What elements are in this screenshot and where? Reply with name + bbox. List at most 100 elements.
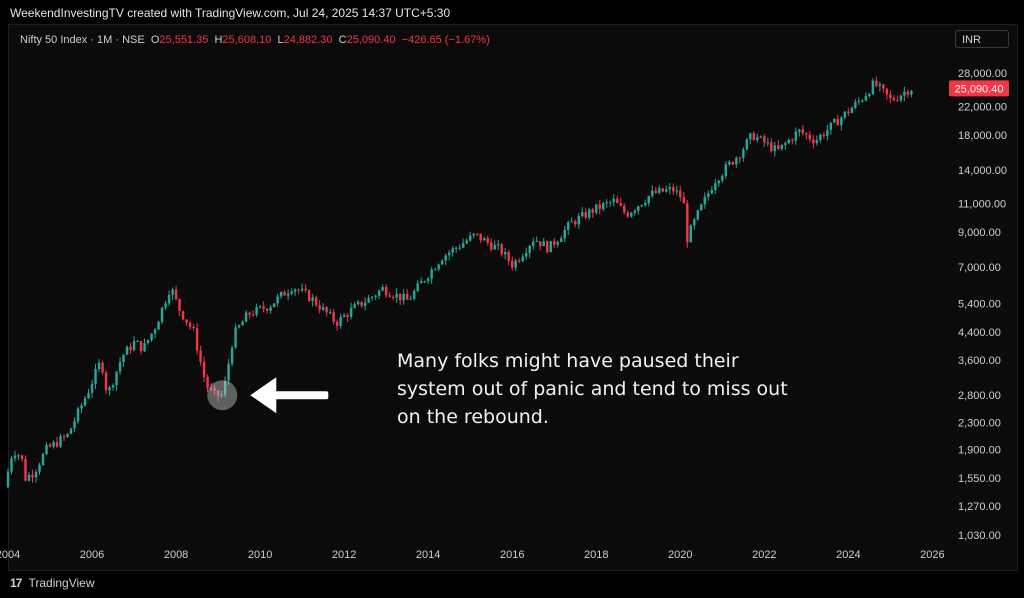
tradingview-footer[interactable]: 17 TradingView: [10, 575, 95, 591]
candle-body: [409, 298, 412, 300]
candle-body: [651, 190, 654, 197]
candle-body: [591, 209, 594, 213]
low-label: L: [277, 34, 284, 46]
candle-body: [276, 296, 279, 304]
candle-body: [626, 212, 629, 217]
candle-body: [472, 233, 475, 236]
symbol-label[interactable]: Nifty 50 Index · 1M · NSE: [20, 34, 145, 46]
candle-body: [367, 297, 370, 303]
candle-body: [679, 190, 682, 198]
candle-body: [861, 100, 864, 102]
y-tick-label: 7,000.00: [958, 262, 1001, 274]
candle-body: [609, 202, 612, 204]
candle-body: [76, 408, 80, 422]
candle-body: [805, 133, 808, 135]
candle-body: [808, 134, 812, 140]
candle-body: [55, 442, 59, 447]
candle-body: [468, 235, 472, 241]
candle-body: [696, 210, 700, 220]
chart-attribution: WeekendInvestingTV created with TradingV…: [10, 4, 450, 22]
candle-body: [402, 293, 405, 301]
candle-body: [619, 203, 622, 206]
x-tick-label: 2006: [80, 549, 104, 561]
candle-body: [815, 140, 819, 144]
candle-body: [251, 314, 255, 316]
candle-body: [115, 371, 118, 386]
candle-body: [167, 294, 171, 304]
candle-body: [311, 297, 314, 301]
candle-body: [539, 241, 542, 247]
last-price-label: 25,090.40: [955, 83, 1004, 95]
candle-body: [230, 347, 234, 364]
candle-body: [847, 111, 850, 113]
candle-body: [258, 306, 262, 308]
candle-body: [773, 145, 777, 152]
candle-body: [395, 293, 398, 298]
y-tick-label: 2,800.00: [958, 390, 1001, 402]
candle-body: [482, 238, 486, 241]
candle-body: [693, 219, 696, 226]
candle-body: [209, 387, 213, 389]
currency-button[interactable]: INR: [955, 30, 1009, 48]
candle-body: [265, 308, 269, 311]
candle-body: [283, 291, 286, 296]
candle-body: [328, 312, 332, 314]
candle-body: [314, 297, 318, 306]
candle-body: [45, 444, 48, 454]
candle-body: [171, 289, 174, 295]
x-tick-label: 2008: [164, 549, 188, 561]
candle-body: [752, 133, 756, 141]
candle-body: [612, 198, 615, 203]
candle-body: [581, 212, 584, 217]
candle-body: [241, 321, 244, 326]
candle-body: [38, 464, 41, 472]
candle-body: [447, 252, 451, 256]
candle-body: [822, 134, 826, 137]
candle-body: [181, 311, 185, 320]
candle-body: [34, 471, 38, 478]
candle-body: [882, 84, 885, 89]
candle-body: [419, 281, 423, 284]
created-text: created with TradingView.com, Jul 24, 20…: [127, 6, 451, 20]
candle-body: [871, 80, 875, 95]
candle-body: [489, 242, 493, 250]
candle-body: [185, 319, 188, 323]
candle-body: [300, 288, 304, 291]
candle-body: [896, 100, 899, 102]
candle-body: [892, 98, 896, 101]
candle-body: [192, 326, 195, 329]
candle-body: [672, 187, 675, 192]
candle-body: [595, 204, 598, 213]
candle-body: [560, 238, 563, 243]
candle-body: [381, 286, 384, 291]
candle-body: [227, 363, 230, 381]
candle-body: [237, 325, 241, 328]
candle-body: [342, 315, 346, 317]
candle-body: [143, 343, 146, 352]
y-tick-label: 2,300.00: [958, 418, 1001, 430]
candle-body: [721, 175, 724, 181]
x-tick-label: 2010: [248, 549, 272, 561]
x-tick-label: 2016: [500, 549, 524, 561]
candle-body: [223, 380, 227, 395]
candle-body: [272, 303, 276, 308]
candle-body: [510, 260, 514, 268]
x-tick-label: 2022: [752, 549, 776, 561]
candle-body: [216, 390, 220, 396]
open-value: 25,551.35: [159, 34, 209, 46]
candle-body: [349, 307, 353, 317]
candle-body: [97, 362, 101, 369]
candle-body: [780, 144, 784, 149]
candle-body: [108, 387, 111, 391]
candle-body: [157, 321, 160, 330]
candle-body: [759, 136, 763, 138]
candle-body: [868, 94, 871, 96]
candle-body: [423, 281, 426, 283]
candle-body: [255, 306, 258, 315]
candle-body: [24, 458, 27, 481]
open-label: O: [150, 34, 160, 46]
x-tick-label: 2018: [584, 549, 608, 561]
candle-body: [321, 306, 325, 310]
candle-body: [52, 442, 55, 447]
y-tick-label: 5,400.00: [958, 298, 1001, 310]
